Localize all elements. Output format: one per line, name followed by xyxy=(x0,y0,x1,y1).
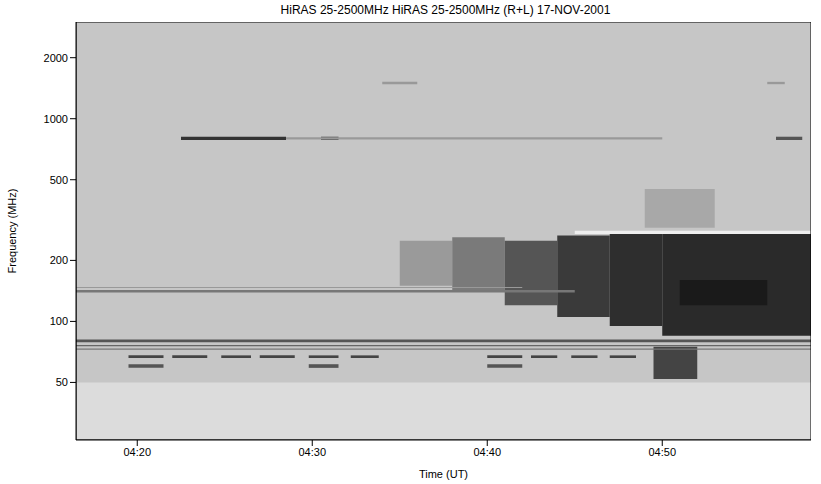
svg-text:200: 200 xyxy=(50,254,68,266)
svg-text:50: 50 xyxy=(56,376,68,388)
svg-text:500: 500 xyxy=(50,174,68,186)
svg-text:04:40: 04:40 xyxy=(473,446,501,458)
svg-text:Time (UT): Time (UT) xyxy=(419,468,468,480)
svg-text:04:20: 04:20 xyxy=(123,446,151,458)
svg-text:04:30: 04:30 xyxy=(298,446,326,458)
svg-text:Frequency (MHz): Frequency (MHz) xyxy=(6,189,18,274)
svg-text:2000: 2000 xyxy=(44,52,68,64)
html-text:HiRAS 25-2500MHz HiRAS 25-2500: HiRAS 25-2500MHz HiRAS 25-2500MHz (R+L) … xyxy=(280,3,611,17)
svg-text:1000: 1000 xyxy=(44,113,68,125)
svg-text:04:50: 04:50 xyxy=(648,446,676,458)
svg-text:100: 100 xyxy=(50,315,68,327)
